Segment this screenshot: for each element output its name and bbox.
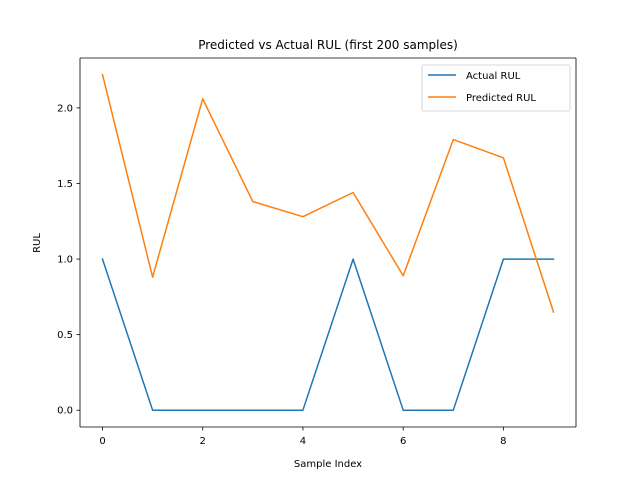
x-tick-label: 0 bbox=[99, 436, 105, 447]
legend: Actual RUL Predicted RUL bbox=[421, 64, 571, 112]
y-tick-label: 1.5 bbox=[57, 179, 73, 190]
legend-label-predicted-rul: Predicted RUL bbox=[466, 93, 536, 104]
y-axis-label: RUL bbox=[32, 233, 43, 253]
series-layer bbox=[101, 73, 555, 411]
y-tick-label: 0.0 bbox=[57, 406, 73, 417]
chart-title: Predicted vs Actual RUL (first 200 sampl… bbox=[198, 38, 458, 52]
x-axis-ticks: 0 2 4 6 8 bbox=[99, 427, 507, 447]
y-tick-label: 0.5 bbox=[57, 330, 73, 341]
series-line-predicted-rul bbox=[101, 73, 555, 313]
plot-area bbox=[80, 58, 576, 427]
x-axis-label: Sample Index bbox=[294, 459, 362, 470]
x-tick-label: 2 bbox=[200, 436, 206, 447]
x-tick-label: 6 bbox=[400, 436, 406, 447]
y-tick-label: 2.0 bbox=[57, 103, 73, 114]
y-tick-label: 1.0 bbox=[57, 255, 73, 266]
x-tick-label: 8 bbox=[500, 436, 506, 447]
y-axis-ticks: 0.0 0.5 1.0 1.5 2.0 bbox=[57, 103, 80, 417]
x-tick-label: 4 bbox=[300, 436, 306, 447]
series-line-actual-rul bbox=[101, 258, 555, 411]
legend-box bbox=[421, 64, 571, 112]
axes-frame bbox=[79, 57, 577, 428]
legend-label-actual-rul: Actual RUL bbox=[466, 71, 521, 82]
